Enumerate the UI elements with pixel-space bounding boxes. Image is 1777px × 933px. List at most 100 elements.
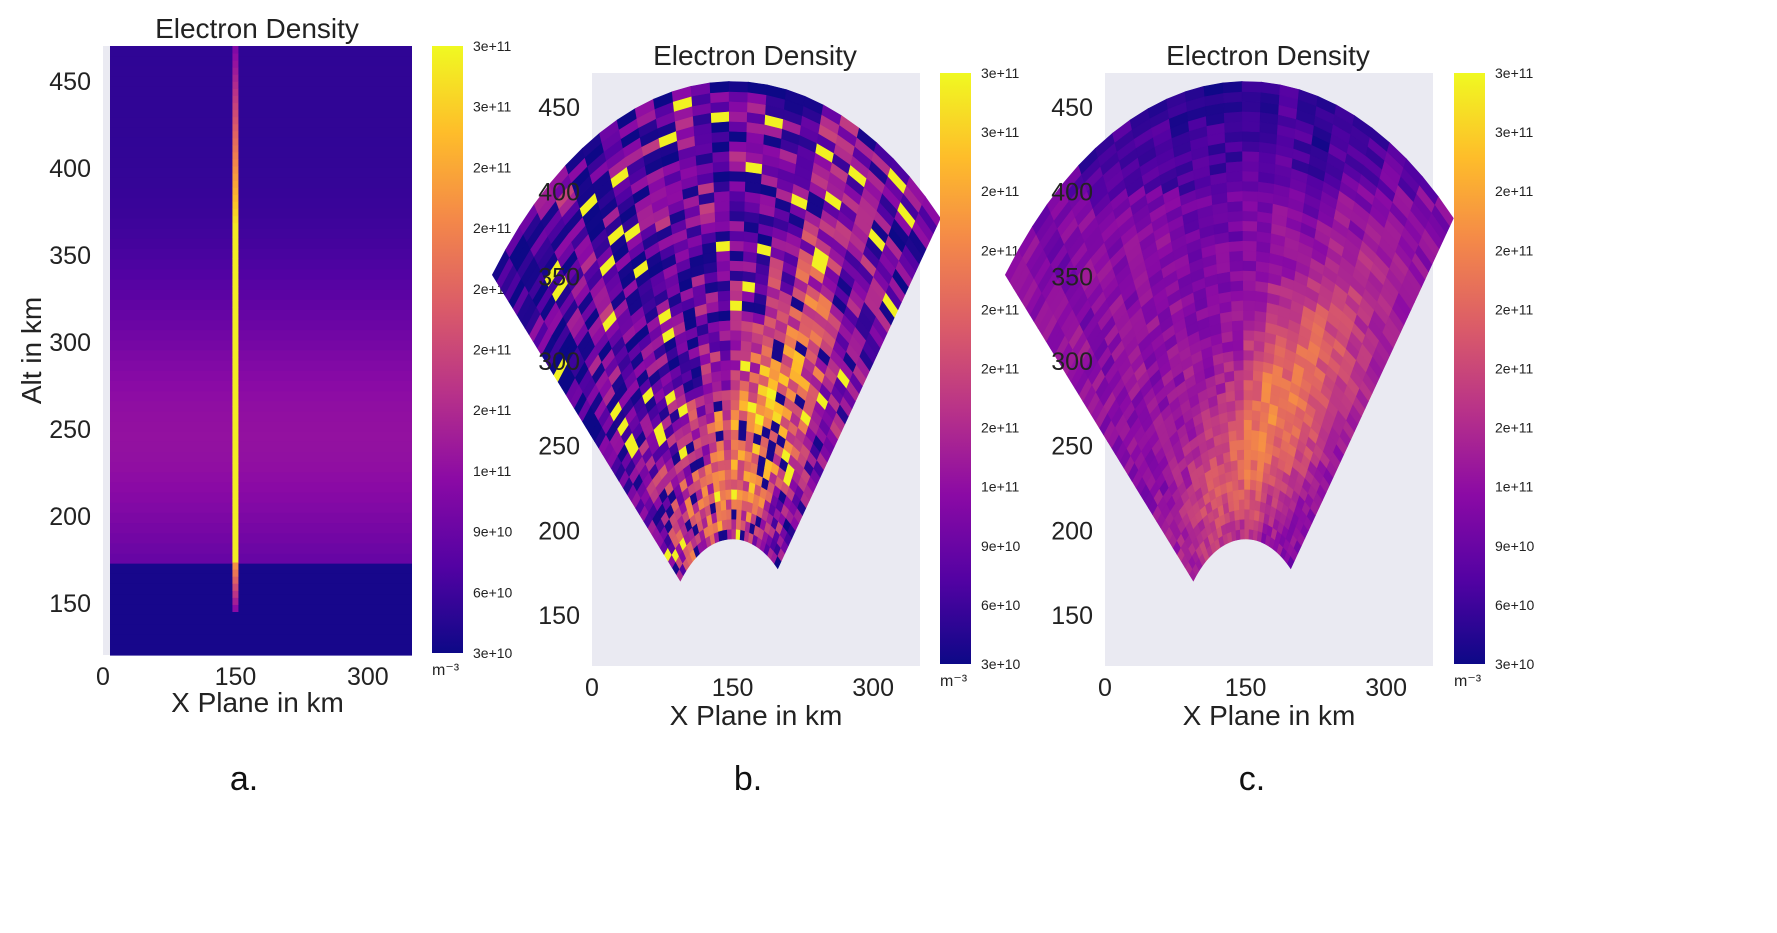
y-tick-label: 350 [1051, 263, 1093, 291]
colorbar-tick-label: 2e+11 [1495, 361, 1533, 377]
density-band [110, 86, 412, 98]
density-band [110, 238, 412, 250]
density-band [110, 157, 412, 169]
fan-cell [739, 389, 750, 402]
fan-cell [1434, 196, 1454, 227]
fan-cell [724, 459, 732, 471]
panel-1: Electron Density 0 150 300 150 200 250 300 350 40… [16, 13, 513, 798]
beam-cell [232, 236, 239, 245]
fan-cell [1243, 379, 1254, 391]
density-band [110, 249, 412, 260]
fan-cell [718, 299, 731, 312]
beam-cell [232, 222, 239, 231]
fan-cell [715, 230, 731, 242]
fan-cell [1243, 439, 1252, 450]
beam-cell [232, 547, 239, 556]
fan-cell [1223, 91, 1243, 104]
fan-cell [1232, 329, 1244, 342]
colorbar-tick-label: 2e+11 [981, 301, 1019, 317]
fan-cell [736, 499, 743, 511]
beam-cell [232, 159, 239, 167]
beam-cell [232, 194, 239, 203]
fan-cell [1242, 230, 1258, 242]
beam-cell [232, 342, 239, 351]
beam-cell [232, 420, 239, 429]
x-tick-label: 300 [347, 663, 389, 691]
fan-cell [730, 409, 740, 421]
fan-cell [731, 469, 739, 480]
fan-cell [1250, 449, 1259, 461]
fan-grid [491, 81, 941, 582]
fan-cell [1243, 329, 1255, 341]
fan-cell [1244, 459, 1252, 470]
beam-cell [232, 53, 239, 61]
fan-cell [728, 111, 748, 123]
fan-cell [729, 210, 746, 222]
fan-cell [714, 210, 731, 223]
beam-cell [232, 583, 239, 591]
density-band [110, 573, 412, 585]
fan-cell [1252, 379, 1263, 392]
fan-cell [1233, 499, 1240, 511]
fan-cell [712, 390, 723, 403]
fan-cell [725, 478, 732, 490]
fan-cell [1244, 508, 1251, 520]
fan-cell [1251, 409, 1262, 422]
density-band [110, 330, 412, 341]
colorbar-tick-label: 9e+10 [473, 524, 513, 540]
fan-cell [1244, 528, 1250, 540]
fan-cell [1232, 339, 1244, 352]
beam-cell [232, 173, 239, 181]
fan-cell [1225, 160, 1243, 173]
fan-cell [741, 300, 755, 313]
fan-cell [1232, 489, 1240, 501]
density-band [110, 350, 412, 362]
colorbar-tick-label: 6e+10 [981, 597, 1021, 613]
y-tick-label: 300 [1051, 348, 1093, 376]
fan-cell [719, 489, 727, 501]
beam-cell [232, 371, 239, 379]
fan-cell [720, 499, 727, 511]
fan-cell [725, 498, 732, 510]
fan-cell [736, 479, 744, 491]
fan-grid [1004, 81, 1454, 582]
fan-cell [1229, 449, 1238, 462]
fan-cell [1243, 359, 1255, 371]
fan-cell [718, 309, 731, 322]
colorbar-tick-label: 3e+10 [1495, 656, 1535, 672]
beam-cell [232, 533, 239, 542]
fan-cell [1242, 190, 1259, 202]
colorbar-tick-label: 2e+11 [981, 242, 1019, 258]
fan-cell [743, 460, 752, 473]
colorbar-tick-label: 3e+11 [473, 99, 511, 115]
colorbar-tick-label: 3e+11 [473, 38, 511, 54]
density-band [110, 56, 412, 67]
colorbar-tick-label: 2e+11 [1495, 183, 1533, 199]
colorbar-tick-label: 3e+10 [981, 656, 1021, 672]
fan-cell [729, 140, 747, 152]
fan-cell [718, 469, 726, 482]
fan-cell [729, 250, 744, 262]
colorbar-tick-label: 6e+10 [473, 584, 513, 600]
colorbar-tick-label: 2e+11 [981, 183, 1019, 199]
fan-cell [730, 419, 740, 431]
colorbar-tick-label: 2e+11 [473, 159, 511, 175]
colorbar-tick-label: 2e+11 [981, 361, 1019, 377]
y-tick-label: 400 [49, 155, 91, 183]
fan-cell [1242, 250, 1257, 262]
beam-cell [232, 477, 239, 485]
beam-cell [232, 357, 239, 365]
fan-cell [1252, 369, 1264, 382]
beam-cell [232, 272, 239, 280]
density-band [110, 441, 412, 453]
density-band [110, 106, 412, 118]
fan-cell [1236, 429, 1245, 441]
fan-cell [1230, 459, 1239, 472]
fan-cell [729, 230, 745, 242]
fan-cell [1242, 150, 1260, 162]
fan-cell [738, 429, 747, 442]
fan-cell [1243, 389, 1254, 401]
fan-cell [715, 500, 722, 513]
fan-cell [1238, 498, 1245, 510]
beam-cell [232, 569, 239, 577]
